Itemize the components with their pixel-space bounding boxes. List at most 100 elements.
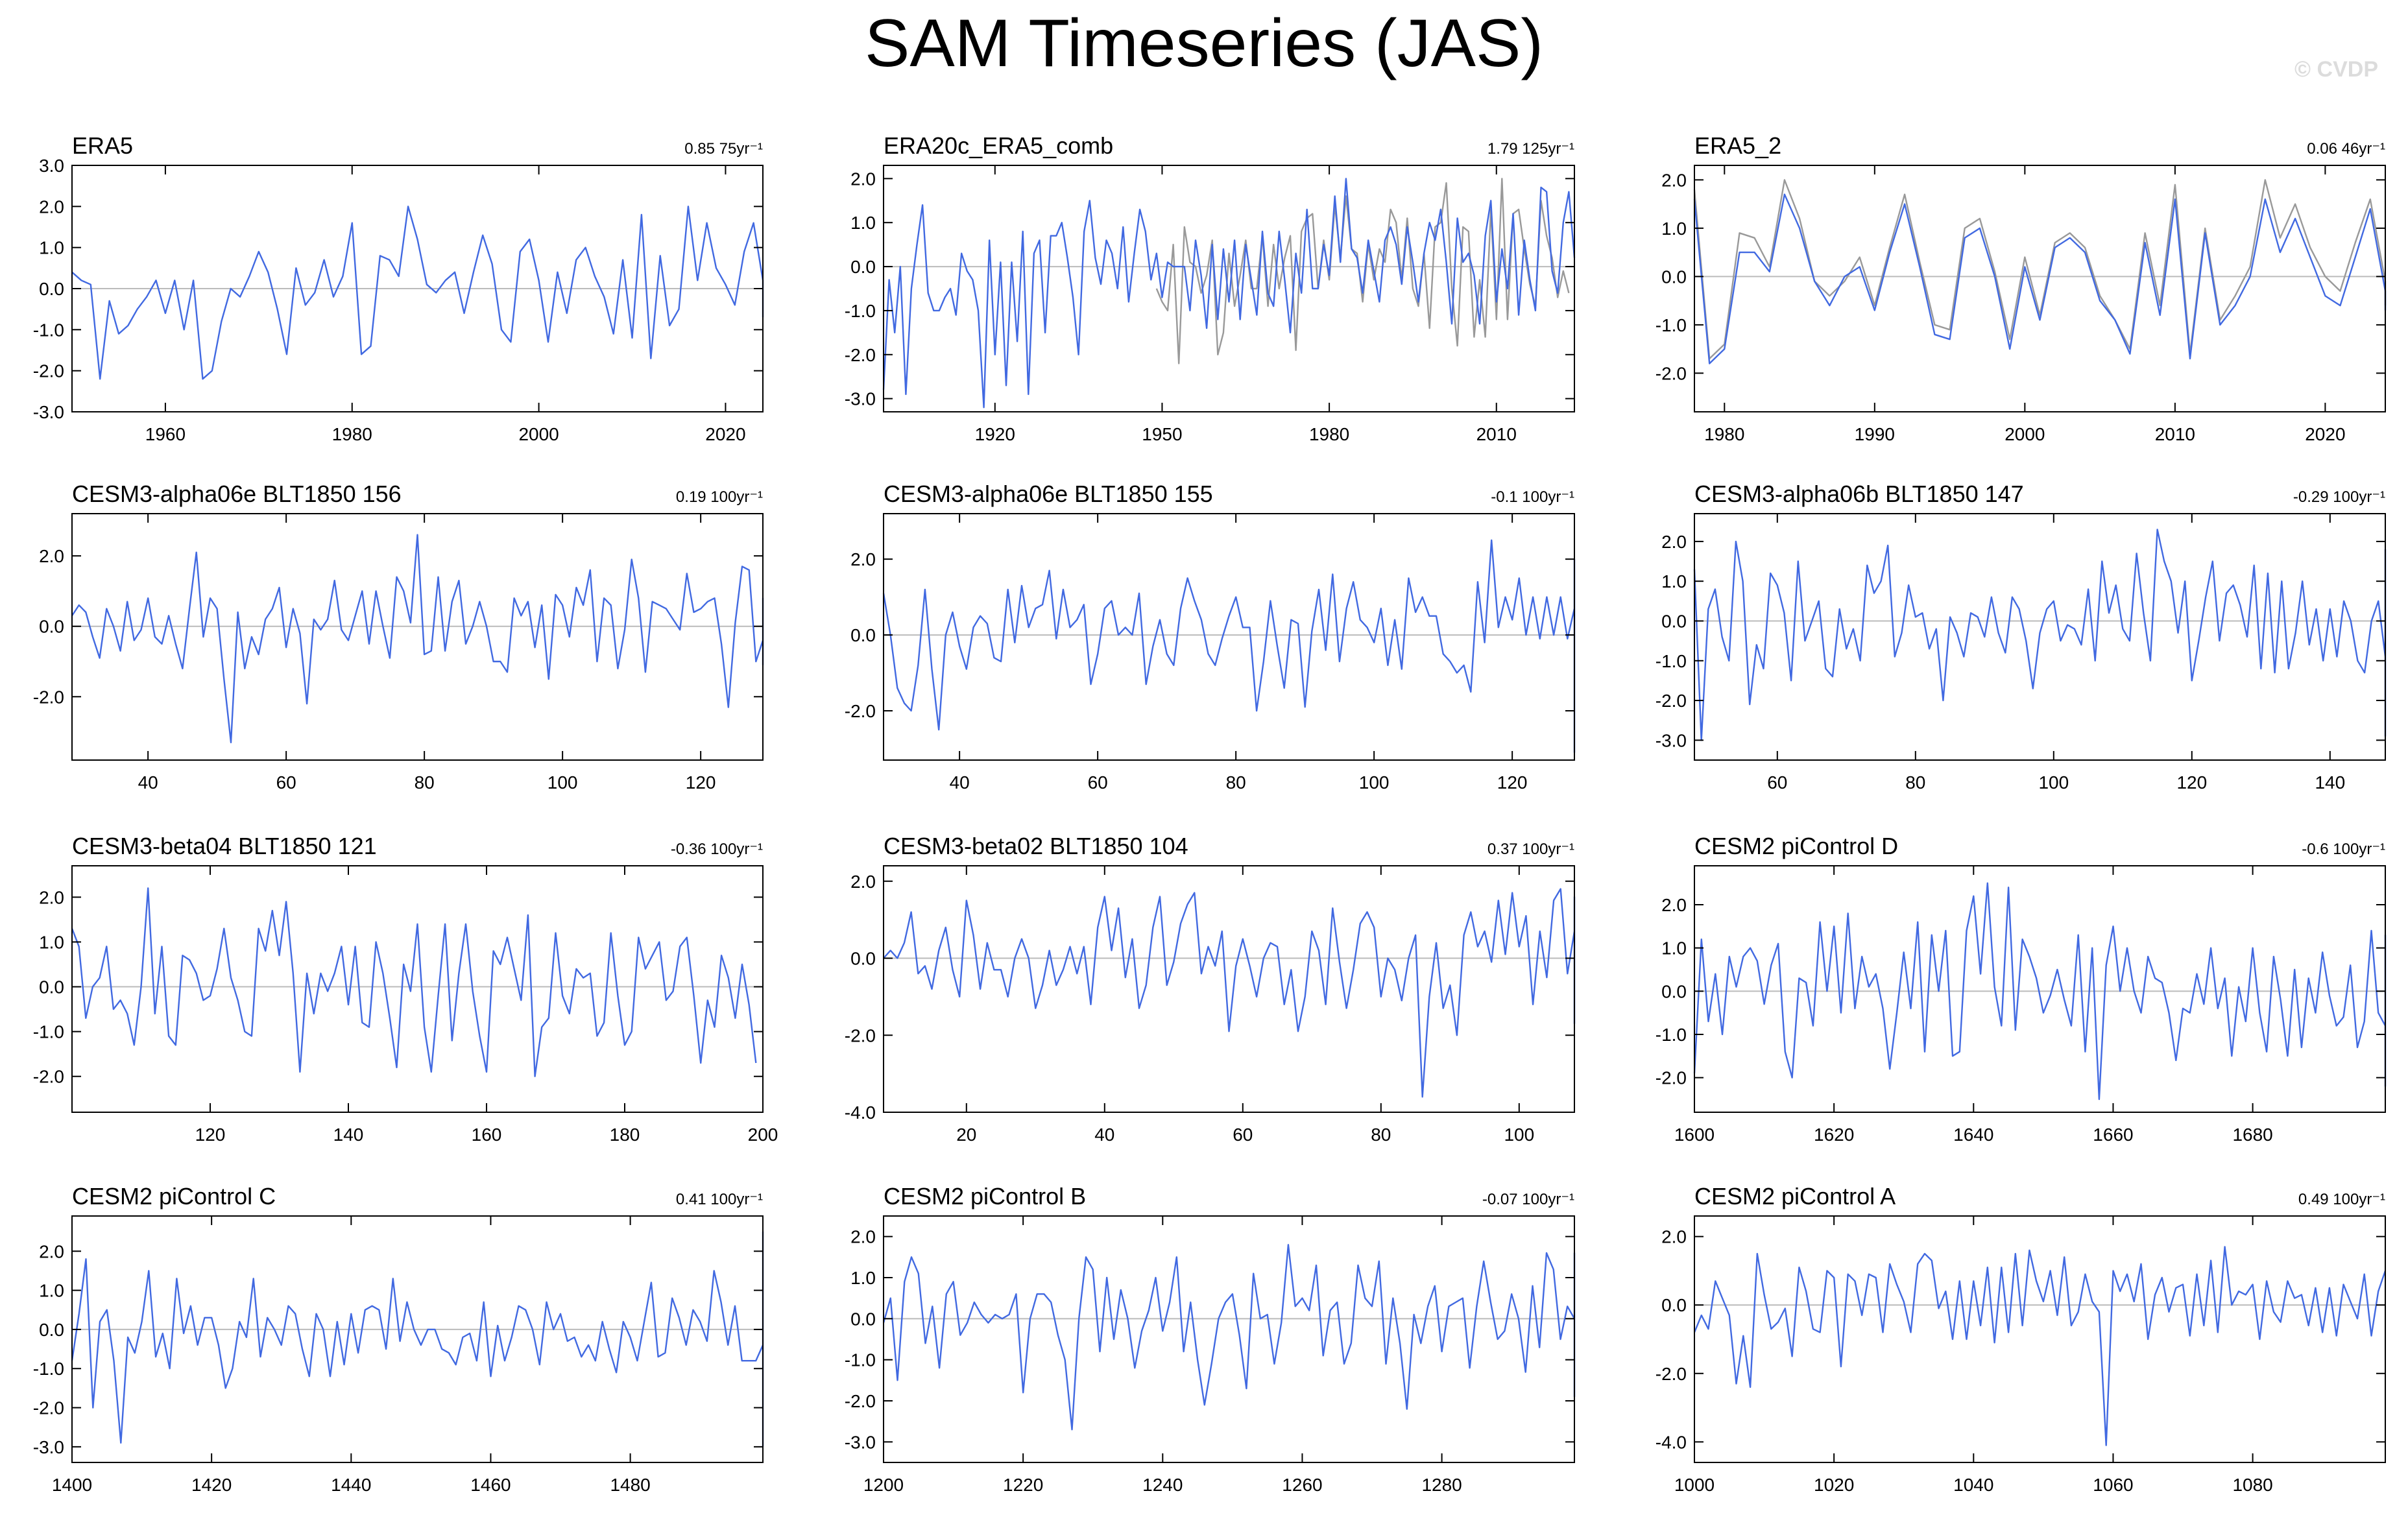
plot-frame bbox=[1694, 165, 2386, 412]
x-tick-label: 60 bbox=[1767, 772, 1787, 793]
y-tick-label: 0.0 bbox=[1661, 981, 1687, 1001]
x-tick-label: 1960 bbox=[145, 424, 186, 444]
x-tick-label: 40 bbox=[950, 772, 970, 793]
y-tick-label: 1.0 bbox=[850, 1268, 876, 1288]
series-line bbox=[1155, 178, 1570, 364]
chart-panel: 1980 1990 2000 2010 2020 -2.0 -1.0 0.0 1.0 2.0 ERA… bbox=[1655, 132, 2387, 444]
series-line bbox=[882, 539, 1576, 754]
chart-title: CESM3-alpha06e BLT1850 156 bbox=[72, 481, 402, 507]
y-tick-label: 0.0 bbox=[850, 625, 876, 645]
y-tick-label: 1.0 bbox=[39, 238, 64, 258]
x-tick-label: 2000 bbox=[518, 424, 559, 444]
chart-panel: 1000 1020 1040 1060 1080 -4.0 -2.0 0.0 2.0 CESM2 … bbox=[1655, 1183, 2387, 1495]
trend-label: -0.6 100yr⁻¹ bbox=[2302, 840, 2385, 858]
y-tick-label: -1.0 bbox=[845, 301, 876, 321]
y-tick-label: -2.0 bbox=[845, 701, 876, 721]
y-tick-label: -1.0 bbox=[33, 1022, 64, 1042]
plot-frame bbox=[1694, 865, 2386, 1113]
trend-label: 0.85 75yr⁻¹ bbox=[684, 140, 763, 158]
series-line bbox=[882, 1244, 1576, 1431]
x-tick-label: 1260 bbox=[1282, 1475, 1322, 1495]
series-line bbox=[71, 534, 764, 744]
x-tick-label: 80 bbox=[415, 772, 435, 793]
x-tick-label: 2010 bbox=[1476, 424, 1517, 444]
watermark: © CVDP bbox=[2294, 57, 2378, 82]
y-tick-label: 0.0 bbox=[850, 257, 876, 277]
x-tick-label: 40 bbox=[138, 772, 158, 793]
x-tick-label: 1640 bbox=[1953, 1125, 1993, 1145]
y-tick-label: -1.0 bbox=[1655, 651, 1687, 671]
series-line bbox=[883, 888, 1576, 1098]
chart-panel: 1960 1980 2000 2020 -3.0 -2.0 -1.0 0.0 1.0 2.0 3.0… bbox=[33, 132, 764, 444]
x-tick-label: 180 bbox=[610, 1125, 640, 1145]
chart-panel: 60 80 100 120 140 -3.0 -2.0 -1.0 0.0 1.0 2.0 CESM3-… bbox=[1655, 481, 2387, 793]
x-tick-label: 1400 bbox=[52, 1475, 92, 1495]
plot-frame bbox=[71, 513, 764, 761]
plot-frame bbox=[883, 165, 1575, 412]
x-tick-label: 20 bbox=[956, 1125, 976, 1145]
x-tick-label: 1020 bbox=[1814, 1475, 1854, 1495]
x-tick-label: 1980 bbox=[332, 424, 372, 444]
x-tick-label: 2010 bbox=[2155, 424, 2195, 444]
y-tick-label: -2.0 bbox=[845, 1025, 876, 1045]
y-tick-label: -2.0 bbox=[1655, 691, 1687, 711]
x-tick-label: 100 bbox=[1359, 772, 1390, 793]
x-tick-label: 1920 bbox=[975, 424, 1015, 444]
plot-frame bbox=[1694, 1215, 2386, 1463]
x-tick-label: 1440 bbox=[331, 1475, 371, 1495]
y-tick-label: 2.0 bbox=[39, 887, 64, 907]
x-tick-label: 1980 bbox=[1309, 424, 1349, 444]
x-tick-label: 1000 bbox=[1674, 1475, 1715, 1495]
y-tick-label: -4.0 bbox=[845, 1103, 876, 1123]
y-tick-label: 0.0 bbox=[39, 977, 64, 997]
x-tick-label: 120 bbox=[195, 1125, 226, 1145]
y-tick-label: 0.0 bbox=[1661, 267, 1687, 287]
chart-panel: 20 40 60 80 100 -4.0 -2.0 0.0 2.0 CESM3-beta02 BL… bbox=[845, 833, 1576, 1145]
x-tick-label: 1660 bbox=[2093, 1125, 2133, 1145]
y-tick-label: 0.0 bbox=[1661, 1295, 1687, 1315]
chart-panel: 120 140 160 180 200 -2.0 -1.0 0.0 1.0 2.0 CESM3-be… bbox=[33, 833, 778, 1145]
plot-frame bbox=[883, 865, 1575, 1113]
trend-label: -0.07 100yr⁻¹ bbox=[1482, 1191, 1574, 1208]
chart-title: ERA5 bbox=[72, 132, 133, 159]
chart-panel: 1200 1220 1240 1260 1280 -3.0 -2.0 -1.0 0.0 1.0 2.… bbox=[845, 1183, 1576, 1495]
x-tick-label: 1240 bbox=[1142, 1475, 1183, 1495]
x-tick-label: 1200 bbox=[863, 1475, 904, 1495]
y-tick-label: 2.0 bbox=[850, 872, 876, 892]
x-tick-label: 120 bbox=[686, 772, 716, 793]
x-tick-label: 60 bbox=[276, 772, 296, 793]
y-tick-label: 1.0 bbox=[1661, 571, 1687, 591]
y-tick-label: -1.0 bbox=[33, 320, 64, 340]
x-tick-label: 160 bbox=[472, 1125, 502, 1145]
trend-label: 1.79 125yr⁻¹ bbox=[1487, 140, 1574, 158]
trend-label: 0.19 100yr⁻¹ bbox=[676, 488, 763, 506]
trend-label: -0.36 100yr⁻¹ bbox=[671, 840, 763, 858]
x-tick-label: 1220 bbox=[1003, 1475, 1043, 1495]
trend-label: 0.49 100yr⁻¹ bbox=[2298, 1191, 2385, 1208]
trend-label: -0.1 100yr⁻¹ bbox=[1491, 488, 1574, 506]
series-line bbox=[71, 1230, 764, 1447]
plot-frame bbox=[71, 1215, 764, 1463]
y-tick-label: -4.0 bbox=[1655, 1432, 1687, 1452]
y-tick-label: 2.0 bbox=[850, 549, 876, 569]
x-tick-label: 140 bbox=[333, 1125, 364, 1145]
x-tick-label: 1990 bbox=[1855, 424, 1895, 444]
plot-frame bbox=[883, 1215, 1575, 1463]
x-tick-label: 1620 bbox=[1814, 1125, 1854, 1145]
x-tick-label: 100 bbox=[1504, 1125, 1534, 1145]
chart-title: CESM3-alpha06e BLT1850 155 bbox=[884, 481, 1213, 507]
x-tick-label: 100 bbox=[2038, 772, 2069, 793]
y-tick-label: -3.0 bbox=[33, 1437, 64, 1457]
trend-label: -0.29 100yr⁻¹ bbox=[2293, 488, 2385, 506]
y-tick-label: 3.0 bbox=[39, 156, 64, 176]
y-tick-label: 2.0 bbox=[1661, 895, 1687, 915]
x-tick-label: 2000 bbox=[2005, 424, 2045, 444]
y-tick-label: 1.0 bbox=[39, 932, 64, 952]
y-tick-label: -1.0 bbox=[1655, 1025, 1687, 1045]
x-tick-label: 1600 bbox=[1674, 1125, 1715, 1145]
x-tick-label: 1680 bbox=[2232, 1125, 2272, 1145]
x-tick-label: 80 bbox=[1371, 1125, 1391, 1145]
y-tick-label: -3.0 bbox=[33, 402, 64, 422]
series-line bbox=[71, 206, 764, 380]
page-title: SAM Timeseries (JAS) bbox=[865, 6, 1543, 81]
